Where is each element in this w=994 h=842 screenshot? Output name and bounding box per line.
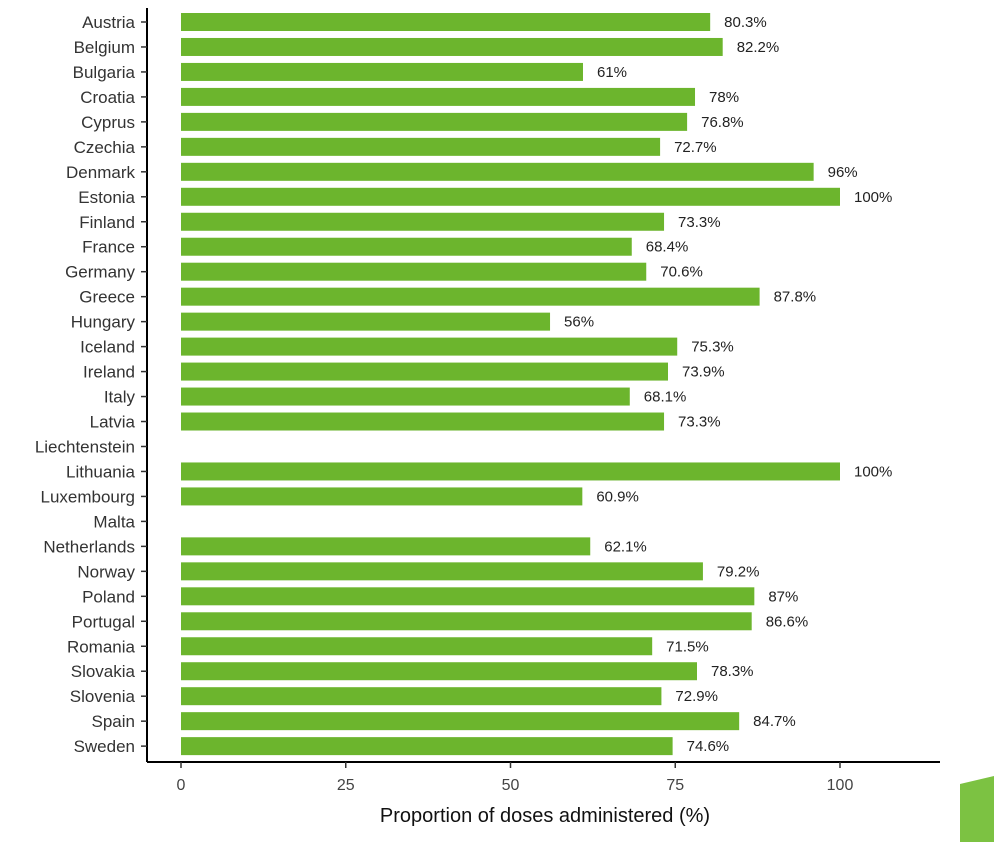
data-label: 78.3%	[711, 663, 754, 680]
x-tick-label: 100	[827, 777, 854, 794]
category-label: France	[82, 238, 135, 257]
category-label: Finland	[79, 213, 135, 232]
bar	[181, 487, 583, 506]
category-label: Romania	[67, 637, 136, 656]
y-axis: Austria Belgium Bulgaria Croatia Cyprus Czech…	[35, 8, 148, 762]
data-label: 72.9%	[675, 688, 718, 705]
bar	[181, 162, 814, 181]
bar	[181, 287, 760, 306]
data-label: 73.9%	[682, 364, 725, 381]
bar	[181, 137, 661, 156]
category-label: Croatia	[80, 88, 135, 107]
category-label: Ireland	[83, 363, 135, 382]
category-label: Malta	[93, 512, 135, 531]
data-label: 74.6%	[687, 738, 730, 755]
data-label: 86.6%	[766, 613, 809, 630]
category-label: Denmark	[66, 163, 135, 182]
bar	[181, 387, 630, 406]
data-label: 61%	[597, 64, 627, 81]
category-label: Lithuania	[66, 462, 136, 481]
category-label: Austria	[82, 13, 135, 32]
category-label: Czechia	[74, 138, 136, 157]
category-label: Slovakia	[71, 662, 136, 681]
data-label: 76.8%	[701, 114, 744, 131]
data-label: 68.1%	[644, 389, 687, 406]
data-label: 56%	[564, 314, 594, 331]
category-label: Iceland	[80, 338, 135, 357]
data-label: 73.3%	[678, 214, 721, 231]
data-label: 60.9%	[596, 488, 639, 505]
bar	[181, 212, 665, 231]
data-label: 75.3%	[691, 339, 734, 356]
x-tick-label: 50	[502, 777, 520, 794]
bar	[181, 187, 840, 206]
data-label: 82.2%	[737, 39, 780, 56]
bar	[181, 687, 662, 706]
bar	[181, 612, 752, 631]
bar	[181, 712, 740, 731]
data-label: 71.5%	[666, 638, 709, 655]
bar	[181, 13, 711, 31]
category-label: Cyprus	[81, 113, 135, 132]
category-label: Norway	[77, 562, 135, 581]
bar	[181, 62, 583, 81]
bar	[181, 112, 688, 131]
category-label: Latvia	[90, 413, 136, 432]
x-axis-title: Proportion of doses administered (%)	[380, 805, 710, 827]
x-axis: 0 25 50 75 100	[147, 761, 940, 794]
bar	[181, 562, 703, 581]
data-label: 73.3%	[678, 414, 721, 431]
data-label: 80.3%	[724, 14, 767, 31]
corner-decoration	[960, 776, 994, 842]
data-label: 78%	[709, 89, 739, 106]
data-label: 100%	[854, 463, 892, 480]
category-label: Luxembourg	[40, 487, 135, 506]
x-tick-label: 75	[666, 777, 684, 794]
data-label: 72.7%	[674, 139, 717, 156]
category-label: Estonia	[78, 188, 135, 207]
data-label: 79.2%	[717, 563, 760, 580]
x-tick-label: 25	[337, 777, 355, 794]
bars-group	[181, 13, 840, 756]
data-label: 100%	[854, 189, 892, 206]
bar	[181, 337, 678, 356]
value-labels-group: 80.3% 82.2% 61% 78% 76.8% 72.7% 96% 100% 73.3% 68…	[564, 14, 892, 755]
bar	[181, 362, 669, 381]
category-label: Netherlands	[43, 537, 135, 556]
data-label: 87.8%	[774, 289, 817, 306]
bar	[181, 412, 665, 431]
category-label: Poland	[82, 587, 135, 606]
bar	[181, 537, 591, 556]
category-label: Bulgaria	[73, 63, 136, 82]
category-label: Spain	[92, 712, 135, 731]
category-label: Germany	[65, 263, 135, 282]
data-label: 68.4%	[646, 239, 689, 256]
bar	[181, 662, 697, 681]
x-tick-label: 0	[177, 777, 186, 794]
category-label: Slovenia	[70, 687, 136, 706]
category-label: Greece	[79, 288, 135, 307]
bar	[181, 462, 840, 481]
bar	[181, 37, 723, 56]
category-label: Hungary	[71, 313, 136, 332]
category-label: Liechtenstein	[35, 437, 135, 456]
category-label: Sweden	[74, 737, 135, 756]
data-label: 62.1%	[604, 538, 647, 555]
bar	[181, 637, 653, 656]
bar	[181, 312, 551, 331]
data-label: 70.6%	[660, 264, 703, 281]
bar	[181, 587, 755, 606]
data-label: 87%	[768, 588, 798, 605]
bar	[181, 262, 647, 281]
bar	[181, 237, 632, 256]
data-label: 84.7%	[753, 713, 796, 730]
data-label: 96%	[828, 164, 858, 181]
category-label: Portugal	[72, 612, 135, 631]
bar	[181, 87, 696, 106]
category-label: Belgium	[74, 38, 135, 57]
bar	[181, 737, 673, 756]
category-label: Italy	[104, 388, 136, 407]
